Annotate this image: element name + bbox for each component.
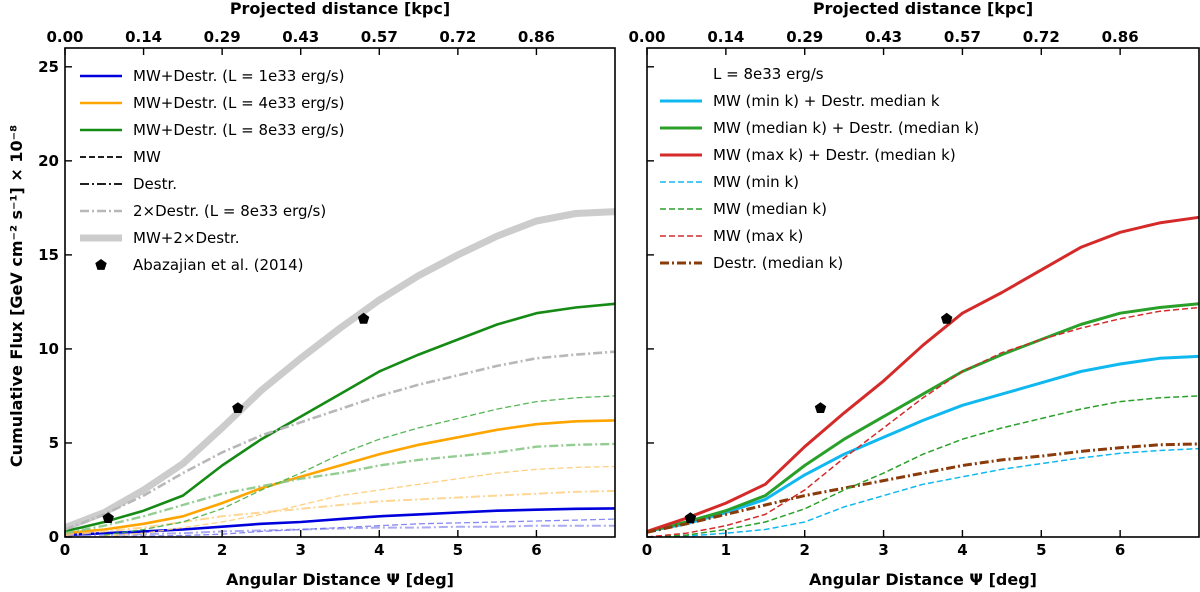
legend-label: MW (median k) + Destr. (median k)	[713, 119, 979, 137]
y-tick-label: 15	[38, 246, 59, 264]
x-tick-label: 1	[138, 541, 148, 559]
legend-label: Destr.	[133, 175, 177, 193]
x-tick-label: 5	[1036, 541, 1046, 559]
x-tick-label: 1	[721, 541, 731, 559]
data-point-marker	[814, 402, 827, 413]
x-tick-label: 2	[217, 541, 227, 559]
top-tick-label: 0.86	[518, 28, 555, 46]
top-tick-label: 0.14	[707, 28, 744, 46]
series-line-9	[104, 465, 616, 537]
series-line-0	[646, 354, 1200, 533]
top-tick-label: 0.43	[865, 28, 902, 46]
left-x-axis-label: Angular Distance Ψ [deg]	[226, 570, 454, 589]
left-top-axis-label: Projected distance [kpc]	[230, 0, 450, 18]
x-tick-label: 4	[957, 541, 967, 559]
series-line-6	[63, 208, 616, 531]
plot-frame	[646, 47, 1200, 538]
legend-label: MW (max k)	[713, 227, 803, 245]
legend-label: MW+2×Destr.	[133, 229, 240, 247]
top-tick-label: 0.57	[944, 28, 981, 46]
series-line-2	[646, 215, 1200, 533]
plot-frame	[64, 47, 616, 538]
top-tick-label: 0.29	[786, 28, 823, 46]
legend-label: MW+Destr. (L = 1e33 erg/s)	[133, 67, 344, 85]
y-axis-label: Cumulative Flux [GeV cm⁻² s⁻¹] × 10⁻⁸	[7, 125, 26, 467]
series-line-4	[646, 395, 1200, 538]
x-tick-label: 0	[642, 541, 652, 559]
y-tick-label: 5	[49, 434, 59, 452]
right-x-axis-label: Angular Distance Ψ [deg]	[809, 570, 1037, 589]
x-tick-label: 2	[799, 541, 809, 559]
top-tick-label: 0.00	[628, 28, 665, 46]
x-tick-label: 6	[531, 541, 541, 559]
y-tick-label: 25	[38, 58, 59, 76]
top-tick-label: 0.43	[282, 28, 319, 46]
legend-label: 2×Destr. (L = 8e33 erg/s)	[133, 202, 326, 220]
data-point-marker	[232, 402, 244, 413]
y-tick-label: 10	[38, 340, 59, 358]
x-tick-label: 6	[1115, 541, 1125, 559]
x-tick-label: 0	[60, 541, 70, 559]
data-point-marker	[684, 512, 697, 523]
legend-label: Abazajian et al. (2014)	[133, 256, 304, 274]
y-tick-label: 0	[49, 528, 59, 546]
series-line-1	[64, 419, 616, 535]
series-line-5	[64, 350, 616, 531]
left-panel: Projected distance [kpc] Angular Distanc…	[7, 0, 616, 589]
right-top-axis-label: Projected distance [kpc]	[813, 0, 1033, 18]
data-point-marker	[357, 312, 370, 324]
top-tick-label: 0.57	[361, 28, 398, 46]
top-tick-label: 0.86	[1102, 28, 1139, 46]
top-tick-label: 0.72	[1023, 28, 1060, 46]
data-point-marker	[102, 512, 114, 523]
top-tick-label: 0.00	[46, 28, 83, 46]
top-tick-label: 0.14	[125, 28, 162, 46]
legend-label: MW+Destr. (L = 4e33 erg/s)	[133, 94, 344, 112]
x-tick-label: 3	[878, 541, 888, 559]
series-line-0	[64, 507, 616, 537]
series-line-10	[64, 489, 616, 537]
legend-label: MW (median k)	[713, 200, 827, 218]
legend-label: MW	[133, 148, 161, 166]
series-line-12	[64, 442, 616, 535]
legend-marker	[95, 259, 107, 270]
series-line-2	[64, 302, 616, 533]
x-tick-label: 4	[374, 541, 384, 559]
series-line-11	[104, 395, 616, 536]
legend: L = 8e33 erg/s MW (min k) + Destr. median…	[660, 65, 979, 272]
series-line-1	[646, 302, 1200, 533]
data-point-marker	[941, 312, 953, 324]
y-tick-label: 20	[38, 152, 59, 170]
legend-label: Destr. (median k)	[713, 254, 843, 272]
series-line-5	[646, 306, 1200, 538]
x-tick-label: 5	[453, 541, 463, 559]
series-line-7	[104, 518, 616, 538]
legend-label: MW (max k) + Destr. (median k)	[713, 146, 956, 164]
top-tick-label: 0.29	[204, 28, 241, 46]
series-line-8	[64, 524, 615, 538]
right-panel: Projected distance [kpc] Angular Distanc…	[628, 0, 1200, 589]
legend-title: L = 8e33 erg/s	[713, 65, 824, 83]
legend-label: MW (min k) + Destr. median k	[713, 92, 940, 110]
legend: MW+Destr. (L = 1e33 erg/s) MW+Destr. (L =…	[80, 67, 344, 274]
x-tick-label: 3	[295, 541, 305, 559]
series-line-6	[646, 442, 1200, 534]
legend-label: MW+Destr. (L = 8e33 erg/s)	[133, 121, 344, 139]
legend-label: MW (min k)	[713, 173, 799, 191]
top-tick-label: 0.72	[439, 28, 476, 46]
series-line-3	[646, 447, 1200, 538]
